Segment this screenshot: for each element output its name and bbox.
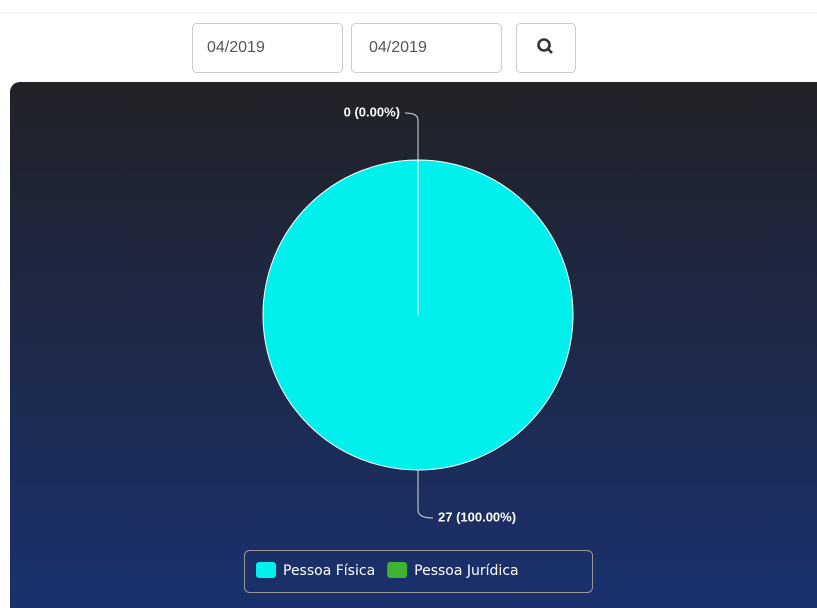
data-label: 27 (100.00%) [438,509,516,524]
start-date-input[interactable] [192,23,343,73]
data-label: 0 (0.00%) [344,104,400,119]
leader-line [404,112,419,160]
legend-swatch [256,562,276,578]
legend-box [244,550,593,593]
search-button[interactable] [516,23,576,73]
legend-swatch [387,562,408,578]
start-date-text: 04/2019 [207,39,265,56]
search-icon [537,38,553,54]
leader-line [417,470,434,519]
legend-label: Pessoa Jurídica [414,563,518,579]
end-date-text: 04/2019 [369,39,427,56]
end-date-input[interactable] [351,23,502,73]
legend-label: Pessoa Física [283,563,375,579]
